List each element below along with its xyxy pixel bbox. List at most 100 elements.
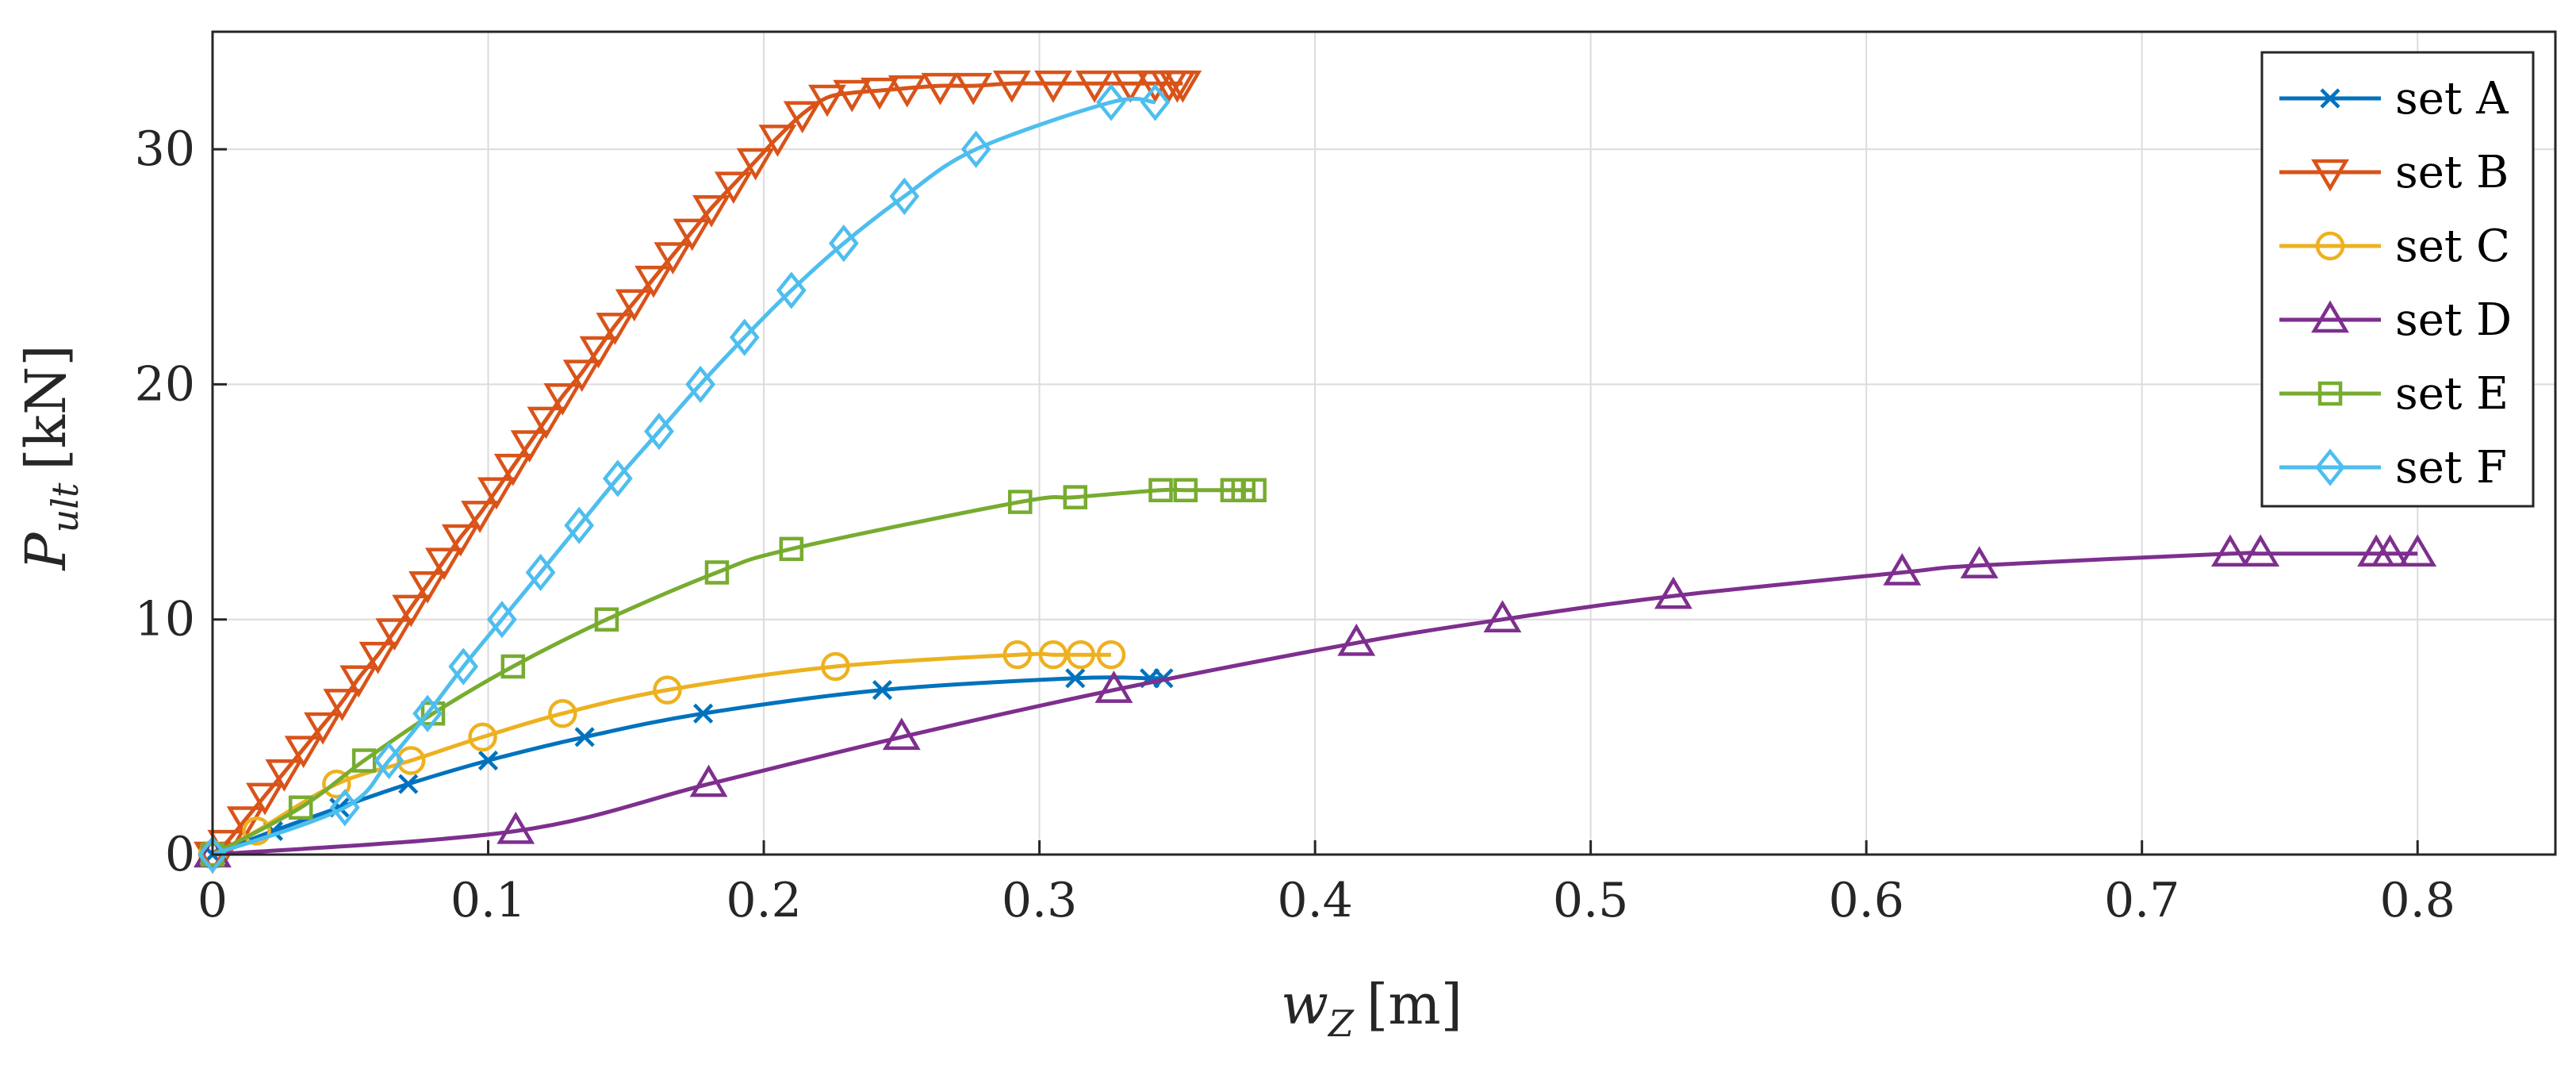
data-point-set-b [714, 171, 753, 205]
data-point-set-b [692, 194, 730, 228]
data-point-set-c [1066, 640, 1095, 670]
y-tick-label: 30 [135, 121, 195, 177]
data-point-set-c [322, 769, 351, 799]
series-set-b [194, 70, 1202, 874]
y-tick-label: 20 [135, 356, 195, 412]
data-point-set-c [468, 722, 497, 752]
data-point-set-b [673, 218, 711, 252]
y-axis-label-main: P [13, 532, 79, 572]
data-point-set-c [242, 816, 271, 846]
data-point-set-a [1065, 668, 1086, 689]
x-tick-label: 0 [197, 873, 228, 928]
x-tick-label: 0.6 [1828, 873, 1903, 928]
data-point-set-a [693, 703, 714, 724]
data-point-set-e [779, 536, 804, 562]
data-point-set-b [441, 524, 480, 557]
legend-label: set D [2395, 294, 2512, 346]
data-point-set-b [808, 84, 846, 117]
data-point-set-d [1960, 546, 1999, 578]
data-point-set-b [265, 759, 304, 792]
legend-marker [2320, 88, 2340, 109]
data-point-set-b [954, 72, 993, 106]
data-point-set-f [525, 553, 556, 592]
y-axis-label-subscript: ult [44, 482, 86, 532]
data-point-set-f [729, 318, 760, 356]
data-point-set-b [543, 382, 582, 416]
data-point-set-f [412, 694, 443, 732]
data-point-set-d [1883, 553, 1922, 586]
data-point-set-b [408, 571, 447, 604]
x-tick-label: 0.5 [1553, 873, 1628, 928]
x-tick-label: 0.4 [1277, 873, 1352, 928]
legend-item-set-b: set B [2279, 147, 2509, 198]
data-point-set-e [500, 654, 526, 679]
data-point-set-e [594, 607, 619, 632]
y-tick-label: 0 [165, 827, 195, 882]
data-point-set-f [602, 459, 633, 498]
y-axis-label: Pult [kN] [13, 344, 86, 571]
data-point-set-c [1038, 640, 1068, 670]
x-axis-label-main: w [1281, 972, 1328, 1037]
data-point-set-b [358, 641, 397, 674]
series-line-set-f [212, 97, 1156, 857]
data-point-set-d [882, 717, 921, 751]
data-point-set-b [654, 242, 692, 275]
x-axis-label-subscript: Z [1327, 1002, 1355, 1045]
data-point-set-c [821, 651, 850, 682]
data-point-set-b [323, 689, 362, 721]
data-point-set-b [783, 101, 822, 134]
data-point-set-b [392, 594, 431, 628]
data-point-set-b [921, 72, 960, 106]
legend-label: set B [2395, 147, 2509, 198]
data-point-set-f [374, 741, 404, 780]
data-point-set-d [1337, 623, 1376, 656]
data-point-set-e [1063, 485, 1088, 509]
data-point-set-a [477, 750, 499, 771]
data-point-set-f [1096, 83, 1126, 121]
data-point-set-b [634, 265, 673, 298]
legend-item-set-d: set D [2279, 294, 2512, 346]
data-point-set-f [197, 836, 228, 874]
series-layer [194, 70, 2437, 874]
x-axis-label-unit: [m] [1367, 972, 1462, 1037]
data-point-set-b [493, 453, 532, 486]
axes-frame [211, 30, 2557, 856]
data-point-set-b [887, 75, 926, 108]
data-point-set-b [833, 79, 872, 113]
legend-item-set-c: set C [2279, 221, 2510, 272]
data-point-set-b [284, 736, 323, 769]
series-set-f [197, 83, 1171, 874]
data-point-set-d [689, 764, 728, 797]
data-point-set-f [329, 789, 360, 827]
data-point-set-b [424, 547, 463, 581]
data-point-set-b [246, 782, 284, 816]
data-point-set-f [448, 647, 479, 686]
series-line-set-e [211, 487, 1255, 857]
x-tick-label: 0.7 [2104, 873, 2179, 928]
data-point-set-c [1002, 640, 1033, 670]
legend-marker [2315, 231, 2345, 261]
data-point-set-e [1173, 478, 1198, 503]
data-point-set-b [861, 77, 899, 110]
y-tick-label: 10 [135, 592, 195, 647]
data-point-set-f [889, 177, 920, 216]
legend-label: set F [2395, 442, 2507, 494]
data-point-set-b [1075, 70, 1114, 103]
data-point-set-d [2241, 534, 2280, 567]
data-point-set-d [2210, 534, 2249, 567]
x-axis-label: wZ [m] [1281, 972, 1462, 1045]
data-point-set-d [2371, 534, 2409, 567]
x-tick-label: 0.3 [1002, 873, 1077, 928]
data-point-set-e [1148, 478, 1173, 503]
legend: set A set B set C set D set E set F [2260, 51, 2535, 508]
data-point-set-b [510, 430, 549, 463]
legend-item-set-a: set A [2279, 73, 2509, 125]
x-tick-label: 0.1 [450, 873, 526, 928]
data-point-set-d [1654, 576, 1692, 609]
data-point-set-b [579, 336, 618, 369]
data-point-set-f [644, 413, 674, 451]
data-point-set-b [615, 289, 654, 322]
series-set-a [202, 668, 1174, 865]
